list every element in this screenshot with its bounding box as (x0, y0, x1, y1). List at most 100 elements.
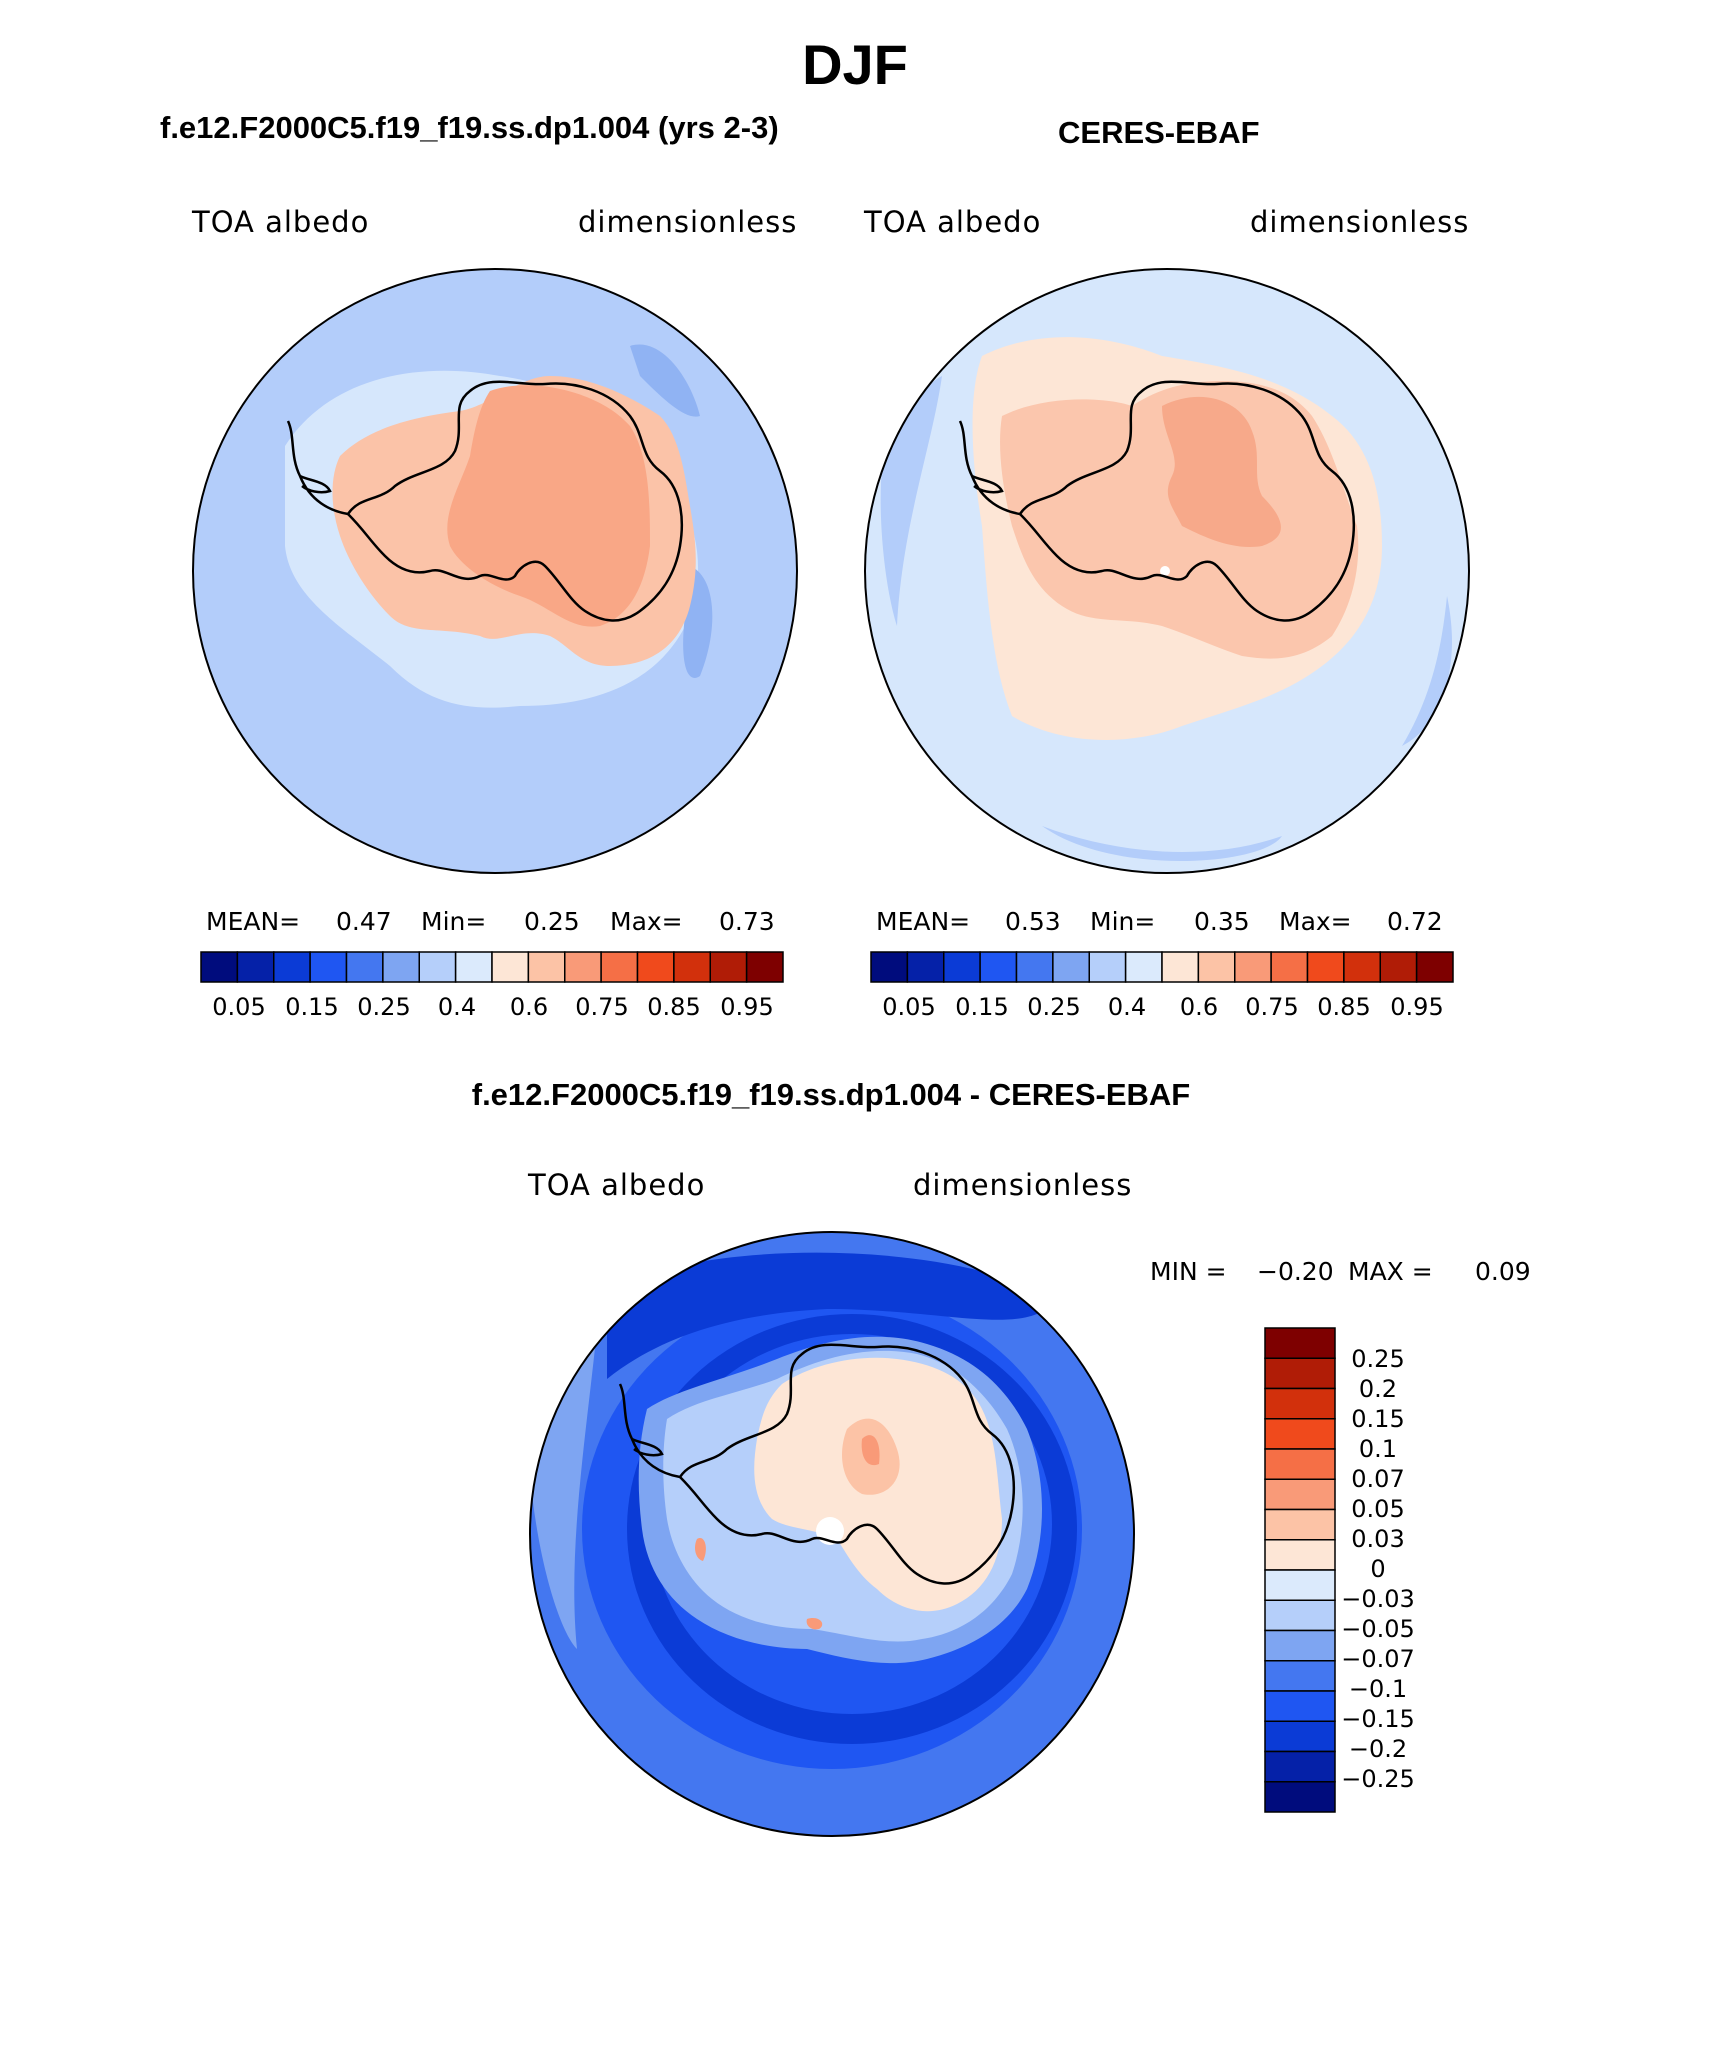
panel2-subtitle: CERES-EBAF (1058, 115, 1260, 150)
colorbar-swatch (600, 951, 639, 983)
panel2-colorbar-tick: 0.75 (1245, 993, 1299, 1021)
colorbar-swatch (1161, 951, 1200, 983)
colorbar-swatch (273, 951, 311, 983)
panel2-colorbar-tick: 0.85 (1317, 993, 1371, 1021)
colorbar-swatch (870, 951, 909, 983)
colorbar-swatch (491, 951, 530, 983)
colorbar-swatch (1379, 951, 1418, 983)
colorbar-swatch (309, 951, 348, 983)
colorbar-swatch (1415, 951, 1454, 983)
colorbar-swatch (1264, 1448, 1336, 1480)
panel2-colorbar-tick: 0.6 (1179, 993, 1219, 1021)
panel1-colorbar-tick: 0.6 (509, 993, 549, 1021)
colorbar-swatch (1052, 951, 1090, 983)
colorbar-swatch (418, 951, 457, 983)
colorbar-swatch (1264, 1569, 1336, 1601)
colorbar-swatch (636, 951, 675, 983)
difference-colorbar-tick: −0.25 (1341, 1765, 1415, 1793)
difference-colorbar-tick: −0.05 (1341, 1615, 1415, 1643)
difference-colorbar-tick: −0.03 (1341, 1585, 1415, 1613)
colorbar-swatch (1124, 951, 1163, 983)
panel1-peninsula (286, 420, 349, 516)
panel2-antarctica-interior (1162, 396, 1281, 547)
colorbar-swatch (943, 951, 981, 983)
colorbar-swatch (1264, 1781, 1336, 1813)
panel1-colorbar-tick: 0.05 (212, 993, 266, 1021)
panel1-max-value: 0.73 (719, 907, 775, 936)
colorbar-swatch (382, 951, 420, 983)
colorbar-swatch (345, 951, 384, 983)
colorbar-swatch (1234, 951, 1272, 983)
colorbar-swatch (1264, 1750, 1336, 1783)
colorbar-swatch (979, 951, 1018, 983)
colorbar-swatch (1264, 1720, 1336, 1753)
difference-colorbar-tick: 0.15 (1351, 1405, 1405, 1433)
difference-colorbar-tick: 0.07 (1351, 1465, 1405, 1493)
panel1-variable-label: TOA albedo (192, 205, 370, 239)
difference-coastline (678, 1343, 1016, 1585)
difference-colorbar-tick: −0.15 (1341, 1705, 1415, 1733)
colorbar-swatch (1306, 951, 1345, 983)
panel2-colorbar-tick: 0.95 (1390, 993, 1444, 1021)
panel2-mean-label: MEAN= (876, 907, 971, 936)
panel1-coastline (346, 380, 684, 622)
panel2-min-label: Min= (1090, 907, 1156, 936)
panel1-colorbar-tick: 0.25 (357, 993, 411, 1021)
panel2-colorbar-tick: 0.4 (1107, 993, 1147, 1021)
difference-min-label: MIN = (1150, 1257, 1227, 1286)
panel1-colorbar-tick: 0.4 (437, 993, 477, 1021)
difference-colorbar-tick: 0.03 (1351, 1525, 1405, 1553)
difference-colorbar-tick: 0 (1370, 1555, 1386, 1583)
colorbar-swatch (1264, 1508, 1336, 1541)
panel2-colorbar-tick: 0.05 (882, 993, 936, 1021)
difference-colorbar-tick: −0.07 (1341, 1645, 1415, 1673)
colorbar-swatch (1197, 951, 1236, 983)
panel1-colorbar (200, 951, 784, 983)
colorbar-swatch (1264, 1418, 1336, 1450)
panel1-ocean-dark-patch (630, 344, 700, 417)
difference-max-label: MAX = (1348, 1257, 1433, 1286)
colorbar-swatch (745, 951, 784, 983)
colorbar-swatch (906, 951, 945, 983)
difference-colorbar-tick: −0.2 (1348, 1735, 1408, 1763)
colorbar-swatch (1088, 951, 1127, 983)
panel2-polar-map (864, 268, 1470, 874)
difference-colorbar-tick: 0.1 (1358, 1435, 1398, 1463)
panel2-colorbar (870, 951, 1454, 983)
difference-colorbar (1264, 1327, 1336, 1813)
colorbar-swatch (564, 951, 602, 983)
panel1-colorbar-tick: 0.75 (575, 993, 629, 1021)
difference-colorbar-tick: −0.1 (1348, 1675, 1408, 1703)
panel1-antarctica-interior (447, 385, 650, 627)
panel2-ocean-dark-patch (1402, 596, 1452, 746)
panel2-mean-value: 0.53 (1005, 907, 1061, 936)
colorbar-swatch (527, 951, 566, 983)
difference-variable-label: TOA albedo (528, 1168, 706, 1202)
panel1-max-label: Max= (610, 907, 683, 936)
panel2-pole-hole (1160, 566, 1170, 576)
colorbar-swatch (236, 951, 275, 983)
colorbar-swatch (1264, 1539, 1336, 1571)
panel2-variable-label: TOA albedo (864, 205, 1042, 239)
colorbar-swatch (709, 951, 748, 983)
panel1-subtitle: f.e12.F2000C5.f19_f19.ss.dp1.004 (yrs 2-… (160, 110, 779, 145)
panel1-mean-label: MEAN= (206, 907, 301, 936)
difference-peninsula (618, 1383, 681, 1479)
colorbar-swatch (1270, 951, 1309, 983)
difference-ocean-north-band (607, 1252, 1057, 1379)
panel2-min-value: 0.35 (1194, 907, 1250, 936)
colorbar-swatch (1264, 1599, 1336, 1632)
panel1-units-label: dimensionless (578, 205, 798, 239)
colorbar-swatch (1343, 951, 1381, 983)
colorbar-swatch (454, 951, 493, 983)
difference-polar-map (529, 1231, 1135, 1837)
difference-units-label: dimensionless (913, 1168, 1133, 1202)
panel1-polar-map (192, 268, 798, 874)
difference-min-value: −0.20 (1257, 1257, 1334, 1286)
panel2-units-label: dimensionless (1250, 205, 1470, 239)
difference-max-value: 0.09 (1475, 1257, 1531, 1286)
panel1-colorbar-tick: 0.85 (647, 993, 701, 1021)
panel1-min-label: Min= (421, 907, 487, 936)
panel1-min-value: 0.25 (524, 907, 580, 936)
difference-colorbar-tick: 0.2 (1358, 1375, 1398, 1403)
